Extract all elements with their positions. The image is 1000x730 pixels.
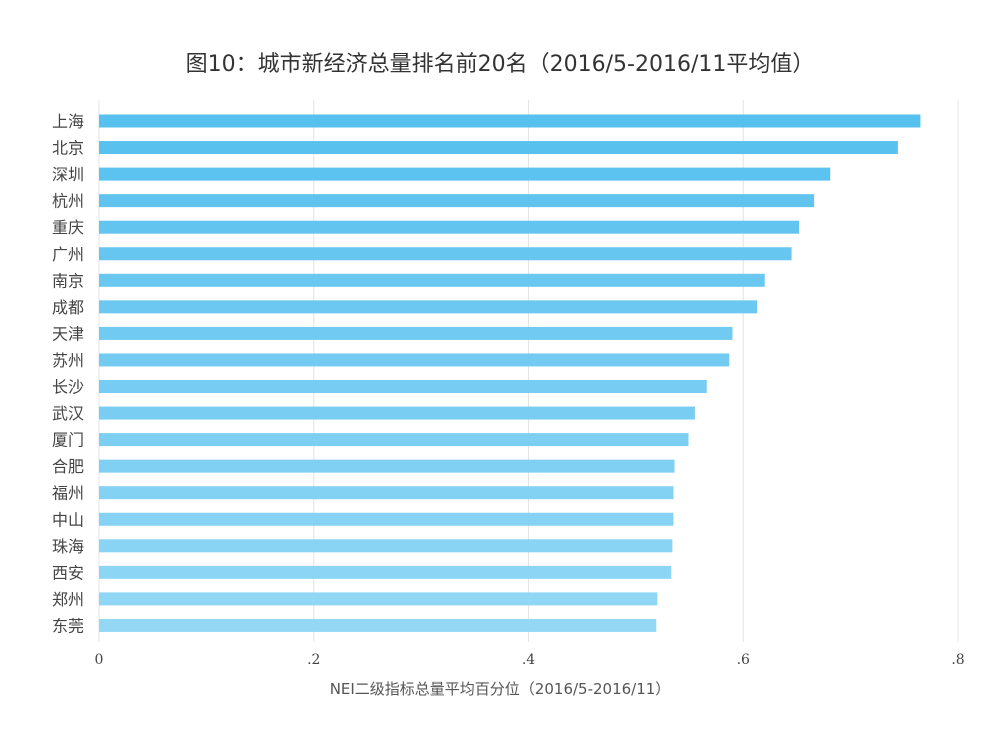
bar <box>99 114 921 128</box>
category-label: 郑州 <box>52 590 84 609</box>
category-label: 厦门 <box>52 431 84 450</box>
category-label: 苏州 <box>52 351 84 370</box>
category-label: 成都 <box>52 298 84 317</box>
bar <box>99 406 695 420</box>
bar <box>99 141 898 155</box>
category-label: 珠海 <box>52 537 84 556</box>
category-label: 杭州 <box>52 192 84 211</box>
x-tick-label: .4 <box>522 652 535 668</box>
bar <box>99 247 792 261</box>
category-label: 福州 <box>52 484 84 503</box>
chart-title: 图10：城市新经济总量排名前20名（2016/5-2016/11平均值） <box>185 52 815 77</box>
category-label: 合肥 <box>52 457 84 476</box>
bar <box>99 220 800 234</box>
bar <box>99 592 658 606</box>
x-tick-label: .2 <box>307 652 320 668</box>
grid-lines <box>98 100 959 642</box>
category-label: 武汉 <box>52 404 84 423</box>
bar <box>99 486 674 500</box>
category-label: 西安 <box>52 563 84 582</box>
category-label: 中山 <box>52 510 84 529</box>
category-label: 上海 <box>52 112 84 131</box>
category-label: 重庆 <box>52 218 84 237</box>
bar <box>99 353 730 367</box>
bar <box>99 565 672 579</box>
bar <box>99 167 831 181</box>
bar <box>99 539 673 553</box>
bar <box>99 194 815 208</box>
bar <box>99 618 657 632</box>
bar <box>99 459 675 473</box>
bar <box>99 300 758 314</box>
category-label: 长沙 <box>52 378 84 397</box>
bar <box>99 433 689 447</box>
category-label: 东莞 <box>52 616 84 635</box>
category-label: 广州 <box>52 245 84 264</box>
x-tick-label: .6 <box>737 652 750 668</box>
x-tick-label: 0 <box>95 652 104 668</box>
x-axis-label: NEI二级指标总量平均百分位（2016/5-2016/11） <box>329 680 671 698</box>
bars <box>99 114 921 632</box>
category-label: 北京 <box>52 139 84 158</box>
category-label: 深圳 <box>52 165 84 184</box>
bar <box>99 326 733 340</box>
x-tick-labels: 0 .2 .4 .6 .8 <box>95 652 965 668</box>
bar <box>99 273 765 287</box>
category-label: 天津 <box>52 324 84 343</box>
x-tick-label: .8 <box>951 652 964 668</box>
bar <box>99 380 707 393</box>
bar <box>99 512 674 526</box>
category-label: 南京 <box>52 271 84 290</box>
